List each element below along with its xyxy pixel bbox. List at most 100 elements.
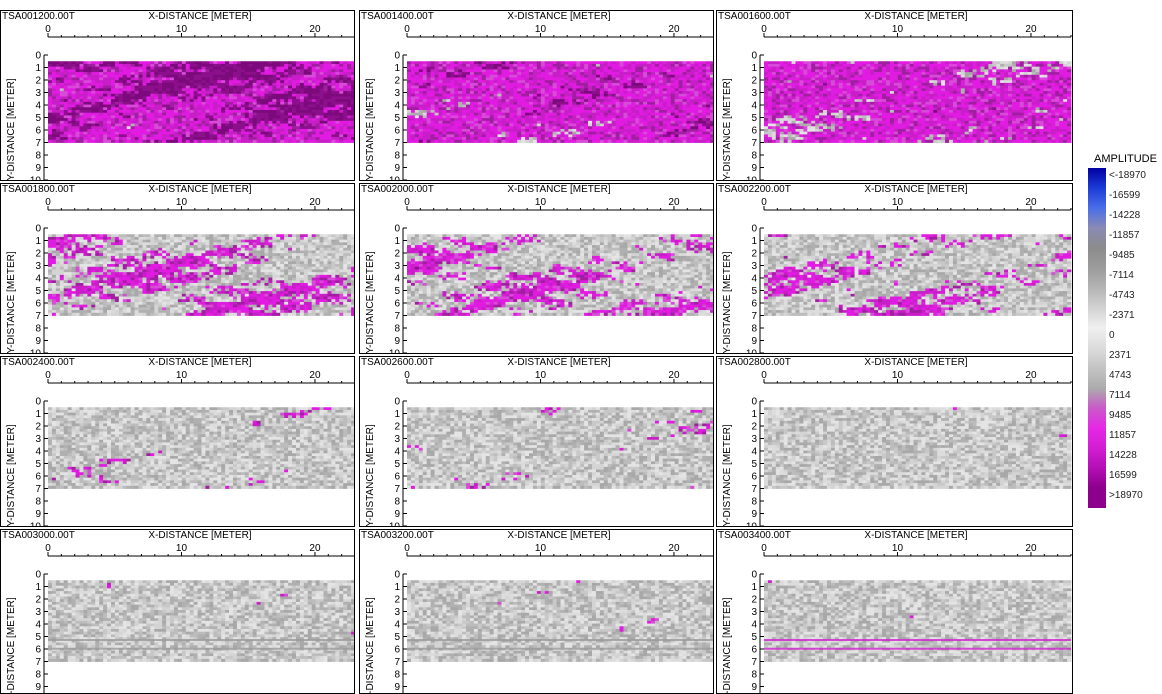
heatmap-cell	[493, 99, 498, 103]
heatmap-cell	[331, 99, 336, 103]
heatmap-cell	[615, 91, 620, 95]
heatmap-cell	[564, 85, 569, 89]
heatmap-cell	[130, 118, 135, 122]
heatmap-cell	[146, 88, 151, 92]
heatmap-cell	[343, 61, 348, 65]
heatmap-cell	[292, 61, 297, 65]
heatmap-cell	[639, 61, 644, 65]
x-tick-label: 0	[45, 24, 51, 35]
heatmap-cell	[623, 74, 628, 78]
heatmap-cell	[690, 134, 695, 138]
heatmap-cell	[414, 96, 420, 100]
heatmap-cell	[635, 118, 640, 122]
heatmap-cell	[639, 99, 644, 103]
heatmap-cell	[611, 104, 617, 108]
heatmap-cell	[126, 126, 132, 130]
heatmap-cell	[670, 123, 676, 127]
heatmap-cell	[694, 107, 699, 111]
heatmap-cell	[544, 126, 550, 130]
heatmap-cell	[256, 118, 261, 122]
heatmap-cell	[268, 85, 273, 89]
heatmap-cell	[834, 63, 840, 68]
heatmap-cell	[576, 69, 581, 73]
heatmap-cell	[505, 82, 510, 87]
heatmap-cell	[517, 101, 522, 105]
heatmap-cell	[71, 82, 76, 87]
heatmap-cell	[107, 112, 112, 116]
heatmap-cell	[595, 82, 601, 87]
heatmap-cell	[248, 63, 254, 68]
heatmap-cell	[674, 96, 679, 100]
heatmap-cell	[280, 66, 285, 70]
heatmap-cell	[611, 82, 617, 87]
heatmap-cell	[252, 77, 258, 81]
heatmap-cell	[185, 80, 191, 84]
heatmap-cell	[185, 137, 191, 141]
heatmap-cell	[232, 77, 238, 81]
heatmap-cell	[532, 118, 538, 122]
heatmap-cell	[130, 107, 135, 111]
heatmap-cell	[422, 93, 428, 97]
heatmap-cell	[236, 82, 242, 87]
heatmap-cell	[662, 99, 668, 103]
heatmap-cell	[67, 115, 73, 119]
heatmap-cell	[643, 134, 648, 138]
heatmap-cell	[292, 93, 297, 97]
heatmap-cell	[599, 63, 605, 68]
heatmap-cell	[591, 85, 597, 89]
heatmap-cell	[99, 99, 104, 103]
heatmap-cell	[272, 134, 277, 138]
heatmap-cell	[193, 112, 198, 116]
heatmap-cell	[107, 80, 112, 84]
heatmap-cell	[631, 85, 636, 89]
heatmap-cell	[146, 82, 151, 87]
heatmap-cell	[584, 112, 589, 116]
heatmap-cell	[48, 139, 53, 143]
heatmap-cell	[146, 61, 151, 65]
heatmap-cell	[454, 82, 459, 87]
heatmap-cell	[181, 99, 187, 103]
heatmap-cell	[327, 74, 332, 78]
heatmap-cell	[146, 104, 151, 108]
heatmap-cell	[240, 139, 246, 143]
heatmap-cell	[548, 134, 554, 138]
heatmap-cell	[193, 77, 198, 81]
heatmap-cell	[658, 96, 664, 100]
heatmap-cell	[55, 74, 61, 78]
heatmap-cell	[513, 61, 518, 65]
heatmap-cell	[295, 104, 301, 108]
heatmap-cell	[272, 74, 277, 78]
heatmap-cell	[303, 93, 309, 97]
heatmap-cell	[521, 93, 526, 97]
heatmap-cell	[407, 96, 412, 100]
heatmap-cell	[319, 126, 324, 130]
heatmap-cell	[126, 101, 132, 105]
heatmap-cell	[702, 93, 707, 97]
heatmap-cell	[458, 120, 463, 124]
heatmap-cell	[75, 128, 80, 133]
heatmap-cell	[319, 131, 324, 135]
heatmap-cell	[225, 80, 230, 84]
heatmap-cell	[315, 120, 320, 124]
heatmap-cell	[536, 99, 542, 103]
heatmap-cell	[426, 107, 432, 111]
heatmap-cells	[407, 61, 714, 143]
heatmap-cell	[473, 77, 479, 81]
heatmap-cell	[170, 74, 175, 78]
heatmap-cell	[662, 63, 668, 68]
heatmap-cell	[702, 139, 707, 143]
heatmap-cell	[489, 126, 494, 130]
heatmap-cell	[556, 85, 561, 89]
heatmap-cell	[489, 104, 494, 108]
heatmap-cell	[414, 139, 420, 143]
heatmap-cell	[469, 118, 475, 122]
heatmap-cell	[450, 139, 455, 143]
heatmap-cell	[217, 93, 222, 97]
heatmap-cell	[217, 107, 222, 111]
heatmap-cell	[662, 72, 668, 76]
heatmap-cell	[407, 88, 412, 92]
heatmap-cell	[446, 107, 451, 111]
heatmap-cell	[79, 110, 84, 114]
heatmap-cell	[513, 82, 518, 87]
heatmap-cell	[170, 128, 175, 133]
